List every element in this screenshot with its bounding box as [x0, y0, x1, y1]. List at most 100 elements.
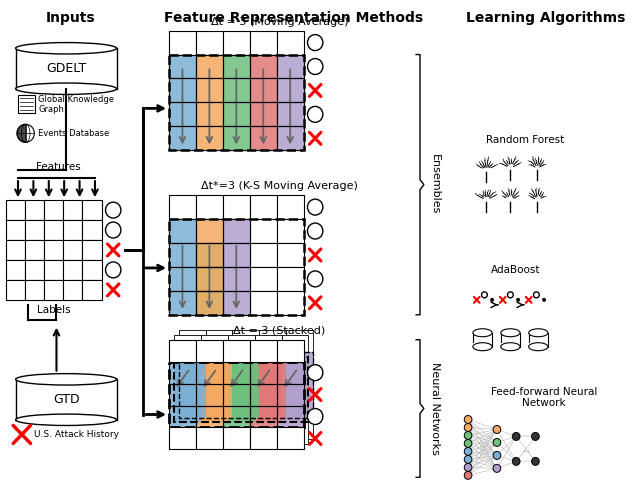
Bar: [223, 340, 250, 362]
Bar: [196, 55, 223, 150]
Bar: [286, 374, 313, 395]
Bar: [196, 243, 223, 267]
Bar: [282, 423, 308, 445]
Bar: [228, 378, 255, 400]
Ellipse shape: [15, 414, 116, 426]
Ellipse shape: [473, 343, 492, 351]
Bar: [276, 126, 303, 150]
Bar: [250, 243, 276, 267]
Bar: [250, 384, 276, 406]
Bar: [223, 243, 250, 267]
Bar: [83, 200, 102, 220]
Bar: [259, 374, 286, 395]
Bar: [196, 362, 223, 384]
Bar: [223, 362, 250, 428]
Bar: [276, 195, 303, 219]
Bar: [276, 78, 303, 102]
Bar: [25, 280, 44, 300]
Bar: [201, 378, 228, 400]
Bar: [196, 78, 223, 102]
Text: Global Knowledge
Graph: Global Knowledge Graph: [38, 94, 114, 114]
Bar: [196, 362, 223, 384]
Bar: [196, 219, 223, 243]
Bar: [223, 406, 250, 428]
Bar: [174, 356, 308, 423]
Circle shape: [513, 432, 520, 440]
Bar: [276, 55, 303, 78]
Bar: [223, 55, 250, 78]
Bar: [228, 423, 255, 445]
Bar: [250, 428, 276, 450]
Circle shape: [307, 35, 323, 51]
Bar: [259, 417, 286, 439]
Bar: [276, 384, 303, 406]
Bar: [250, 340, 276, 362]
Circle shape: [307, 199, 323, 215]
Text: Feed-forward Neural
Network: Feed-forward Neural Network: [491, 387, 597, 409]
Bar: [18, 95, 35, 113]
Bar: [63, 260, 83, 280]
Bar: [250, 78, 276, 102]
Bar: [250, 195, 276, 219]
Bar: [44, 280, 63, 300]
Bar: [169, 195, 196, 219]
Bar: [201, 423, 228, 445]
Bar: [63, 220, 83, 240]
Text: U.S. Attack History: U.S. Attack History: [35, 430, 119, 439]
Circle shape: [464, 431, 472, 439]
Bar: [276, 55, 303, 150]
Bar: [223, 78, 250, 102]
Bar: [223, 243, 250, 267]
Bar: [169, 126, 196, 150]
Bar: [169, 126, 196, 150]
Bar: [179, 417, 205, 439]
Bar: [63, 200, 83, 220]
Bar: [169, 267, 196, 291]
Bar: [223, 267, 250, 291]
Bar: [223, 362, 250, 384]
Bar: [196, 406, 223, 428]
Bar: [276, 428, 303, 450]
Bar: [223, 126, 250, 150]
Bar: [201, 400, 228, 423]
Bar: [205, 352, 232, 374]
Bar: [223, 102, 250, 126]
Circle shape: [106, 222, 121, 238]
Circle shape: [307, 409, 323, 425]
Circle shape: [513, 457, 520, 466]
Bar: [223, 291, 250, 315]
Bar: [223, 126, 250, 150]
Bar: [169, 78, 196, 102]
Bar: [276, 78, 303, 102]
Circle shape: [307, 365, 323, 381]
Bar: [196, 126, 223, 150]
Bar: [223, 428, 250, 450]
Text: Δt*=3 (K-S Moving Average): Δt*=3 (K-S Moving Average): [201, 181, 358, 191]
Bar: [223, 384, 250, 406]
Bar: [196, 340, 223, 362]
Bar: [286, 352, 313, 374]
Text: Features: Features: [36, 162, 81, 172]
Bar: [276, 340, 303, 362]
Bar: [228, 400, 255, 423]
Bar: [169, 102, 196, 126]
Bar: [169, 340, 196, 362]
Bar: [179, 352, 205, 374]
Bar: [174, 356, 201, 423]
Bar: [223, 102, 250, 126]
Bar: [196, 267, 223, 291]
Bar: [44, 260, 63, 280]
Bar: [232, 395, 259, 417]
Bar: [250, 55, 276, 78]
Text: Ensembles: Ensembles: [429, 154, 440, 215]
Bar: [169, 219, 196, 243]
Bar: [196, 406, 223, 428]
Bar: [250, 340, 276, 362]
Polygon shape: [17, 124, 26, 142]
Text: Random Forest: Random Forest: [486, 135, 564, 145]
Bar: [223, 55, 250, 78]
Circle shape: [464, 455, 472, 463]
Bar: [255, 335, 282, 356]
Circle shape: [464, 471, 472, 479]
Bar: [276, 102, 303, 126]
